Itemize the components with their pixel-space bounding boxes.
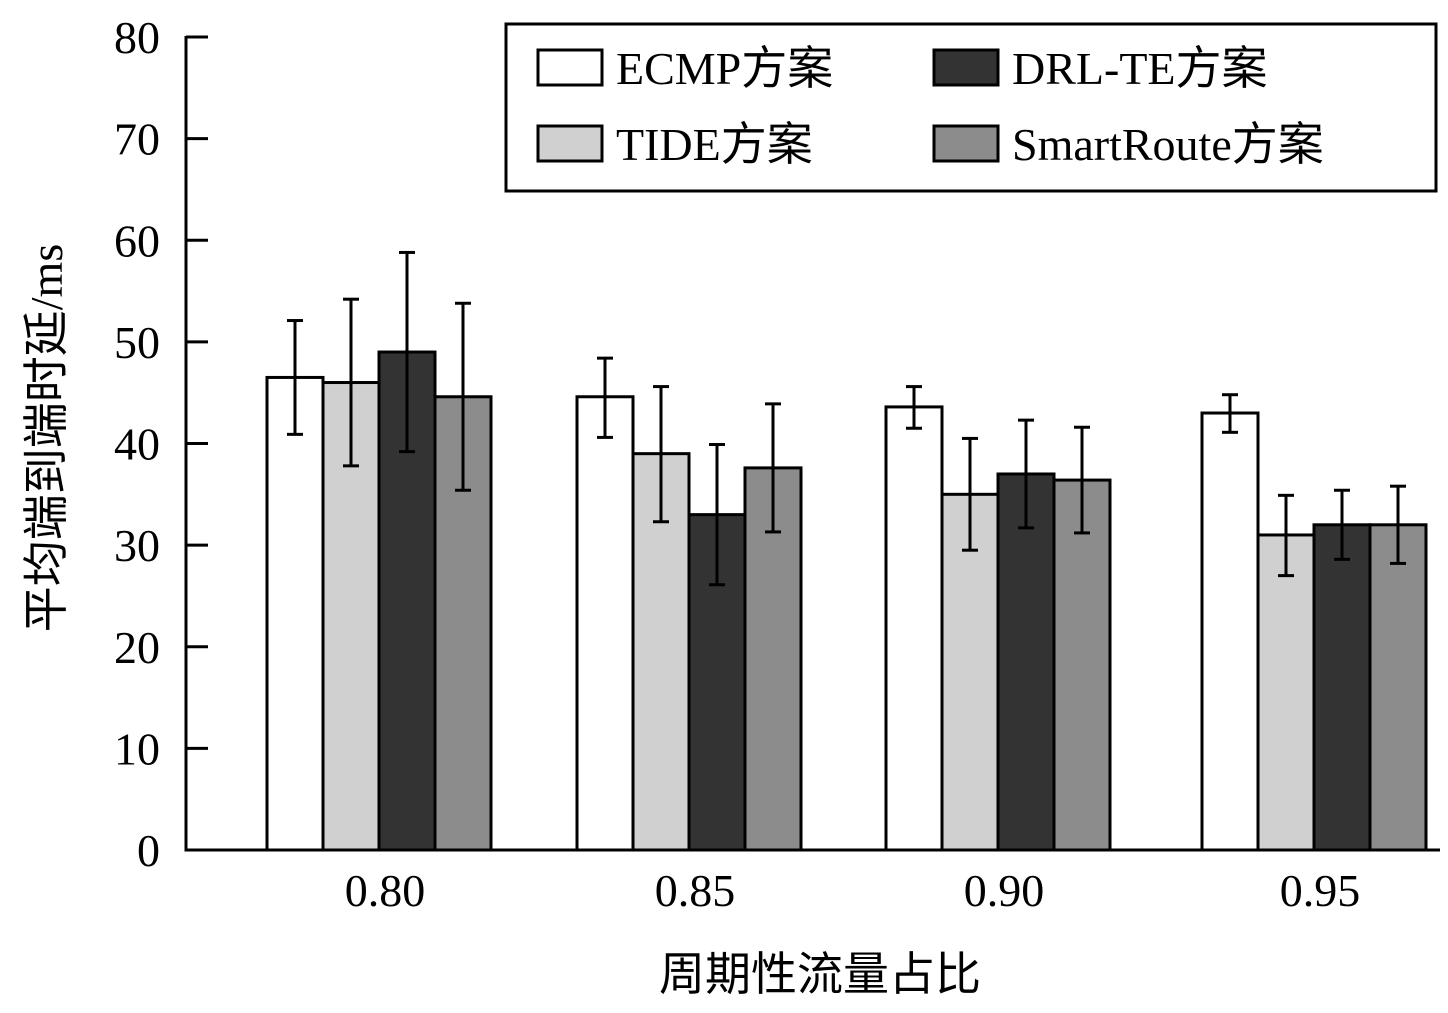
legend-swatch — [536, 48, 604, 87]
y-tick-label: 30 — [114, 520, 160, 571]
y-tick-label: 20 — [114, 622, 160, 673]
bar — [1368, 523, 1428, 852]
bar — [996, 472, 1056, 852]
legend-label: SmartRoute方案 — [1012, 119, 1324, 170]
bar — [575, 395, 635, 852]
y-tick-label: 70 — [114, 114, 160, 165]
x-tick-labels: 0.80 0.85 0.90 0.95 — [345, 865, 1361, 916]
error-bars-layer — [287, 250, 1406, 587]
legend-swatch — [932, 124, 1000, 163]
legend-label: TIDE方案 — [616, 119, 813, 170]
y-tick-label: 40 — [114, 419, 160, 470]
x-tick-label: 0.95 — [1280, 865, 1361, 916]
legend: ECMP方案 DRL-TE方案 TIDE方案 SmartRoute方案 — [504, 22, 1438, 193]
x-axis-label: 周期性流量占比 — [659, 949, 981, 1000]
legend-swatch — [536, 124, 604, 163]
y-ticks: 0 10 20 30 40 50 60 70 80 — [114, 12, 208, 876]
bars-layer — [265, 350, 1428, 852]
y-tick-label: 10 — [114, 723, 160, 774]
y-tick-label: 0 — [137, 825, 160, 876]
legend-label: ECMP方案 — [616, 43, 833, 94]
bar — [1052, 478, 1112, 852]
bar — [1200, 411, 1260, 852]
y-tick-label: 50 — [114, 317, 160, 368]
bar — [265, 375, 325, 852]
y-tick-label: 80 — [114, 12, 160, 63]
legend-swatch — [932, 48, 1000, 87]
bar — [1256, 533, 1316, 852]
y-axis-label: 平均端到端时延/ms — [21, 244, 72, 632]
legend-label: DRL-TE方案 — [1012, 43, 1268, 94]
bar — [884, 405, 944, 852]
y-tick-label: 60 — [114, 215, 160, 266]
x-tick-label: 0.90 — [964, 865, 1045, 916]
x-tick-label: 0.85 — [655, 865, 736, 916]
bar — [1312, 523, 1372, 852]
x-tick-label: 0.80 — [345, 865, 426, 916]
